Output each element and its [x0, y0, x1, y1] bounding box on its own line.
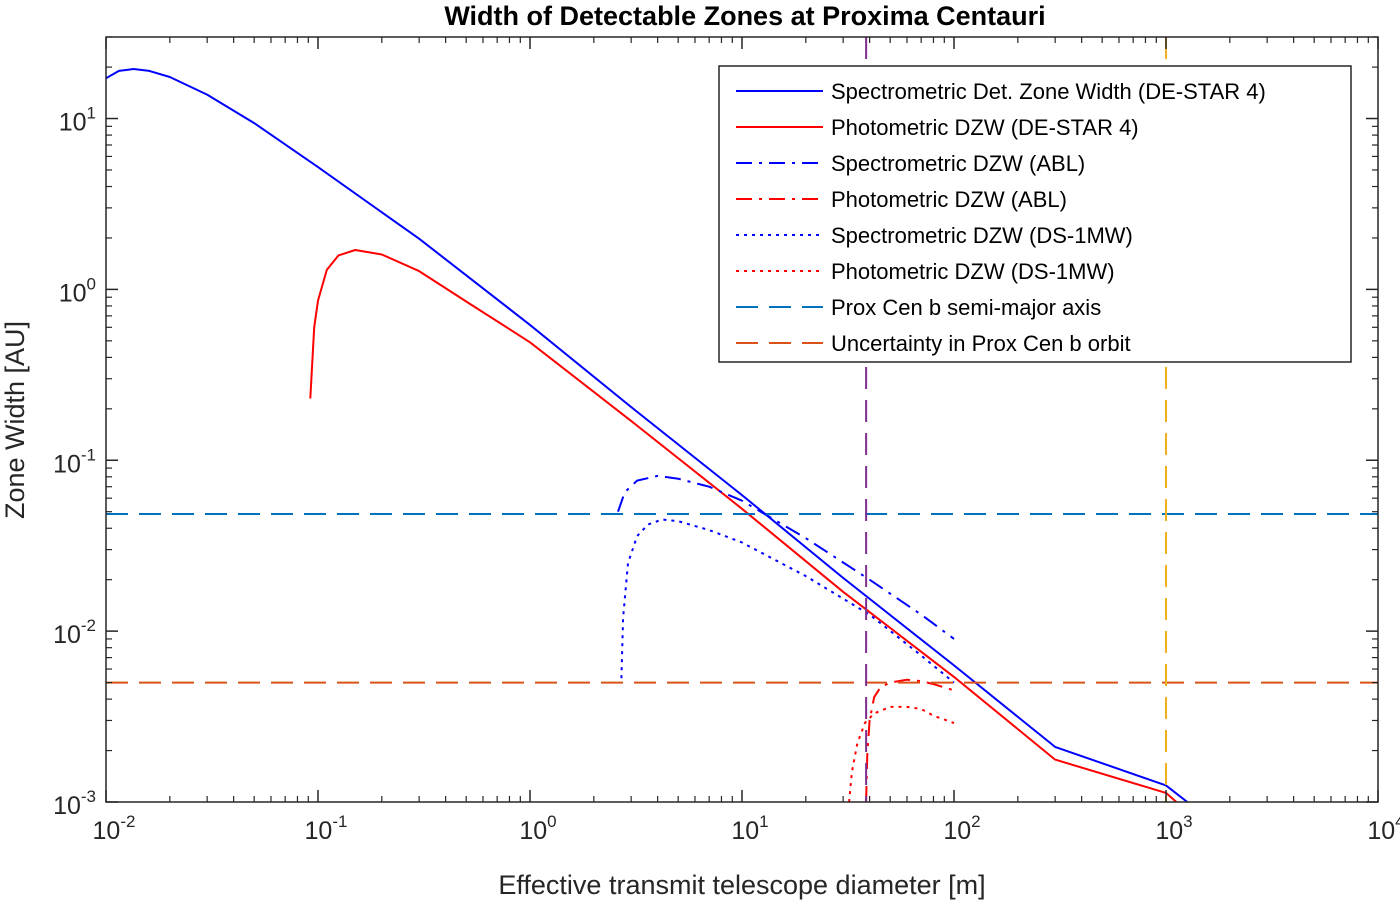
x-tick-label-4: 102	[943, 812, 980, 845]
x-axis-label: Effective transmit telescope diameter [m…	[498, 870, 985, 900]
series-line-0	[106, 68, 1188, 802]
x-tick-label-6: 104	[1367, 812, 1400, 845]
series-line-2	[617, 474, 955, 640]
legend-entry-5: Photometric DZW (DS-1MW)	[831, 259, 1115, 284]
series-line-4	[620, 518, 955, 684]
legend-entry-7: Uncertainty in Prox Cen b orbit	[831, 331, 1131, 356]
y-axis-label: Zone Width [AU]	[0, 321, 30, 519]
y-tick-label-0: 10-3	[53, 787, 96, 820]
axes: 10-2 10-1 100 101 102 103 10410-310-210-110010…	[53, 36, 1400, 845]
legend-entry-3: Photometric DZW (ABL)	[831, 187, 1067, 212]
legend-entry-0: Spectrometric Det. Zone Width (DE-STAR 4…	[831, 79, 1266, 104]
y-tick-label-1: 10-2	[53, 616, 96, 649]
series-line-5	[848, 705, 955, 802]
y-tick-label-2: 10-1	[53, 445, 96, 478]
chart-title: Width of Detectable Zones at Proxima Cen…	[444, 1, 1045, 31]
plot-area	[106, 37, 1378, 802]
legend-entry-4: Spectrometric DZW (DS-1MW)	[831, 223, 1133, 248]
legend-box	[718, 65, 1352, 363]
x-tick-label-3: 101	[731, 812, 768, 845]
x-tick-label-1: 10-1	[305, 812, 348, 845]
x-tick-label-5: 103	[1155, 812, 1192, 845]
legend-entry-6: Prox Cen b semi-major axis	[831, 295, 1101, 320]
legend-entry-2: Spectrometric DZW (ABL)	[831, 151, 1085, 176]
series-line-3	[865, 678, 955, 802]
legend: Spectrometric Det. Zone Width (DE-STAR 4…	[718, 65, 1352, 363]
y-tick-label-4: 101	[59, 104, 96, 137]
x-tick-label-0: 10-2	[93, 812, 136, 845]
legend-entry-1: Photometric DZW (DE-STAR 4)	[831, 115, 1139, 140]
x-tick-label-2: 100	[519, 812, 556, 845]
series-line-1	[309, 249, 1178, 802]
y-tick-label-3: 100	[59, 274, 96, 307]
